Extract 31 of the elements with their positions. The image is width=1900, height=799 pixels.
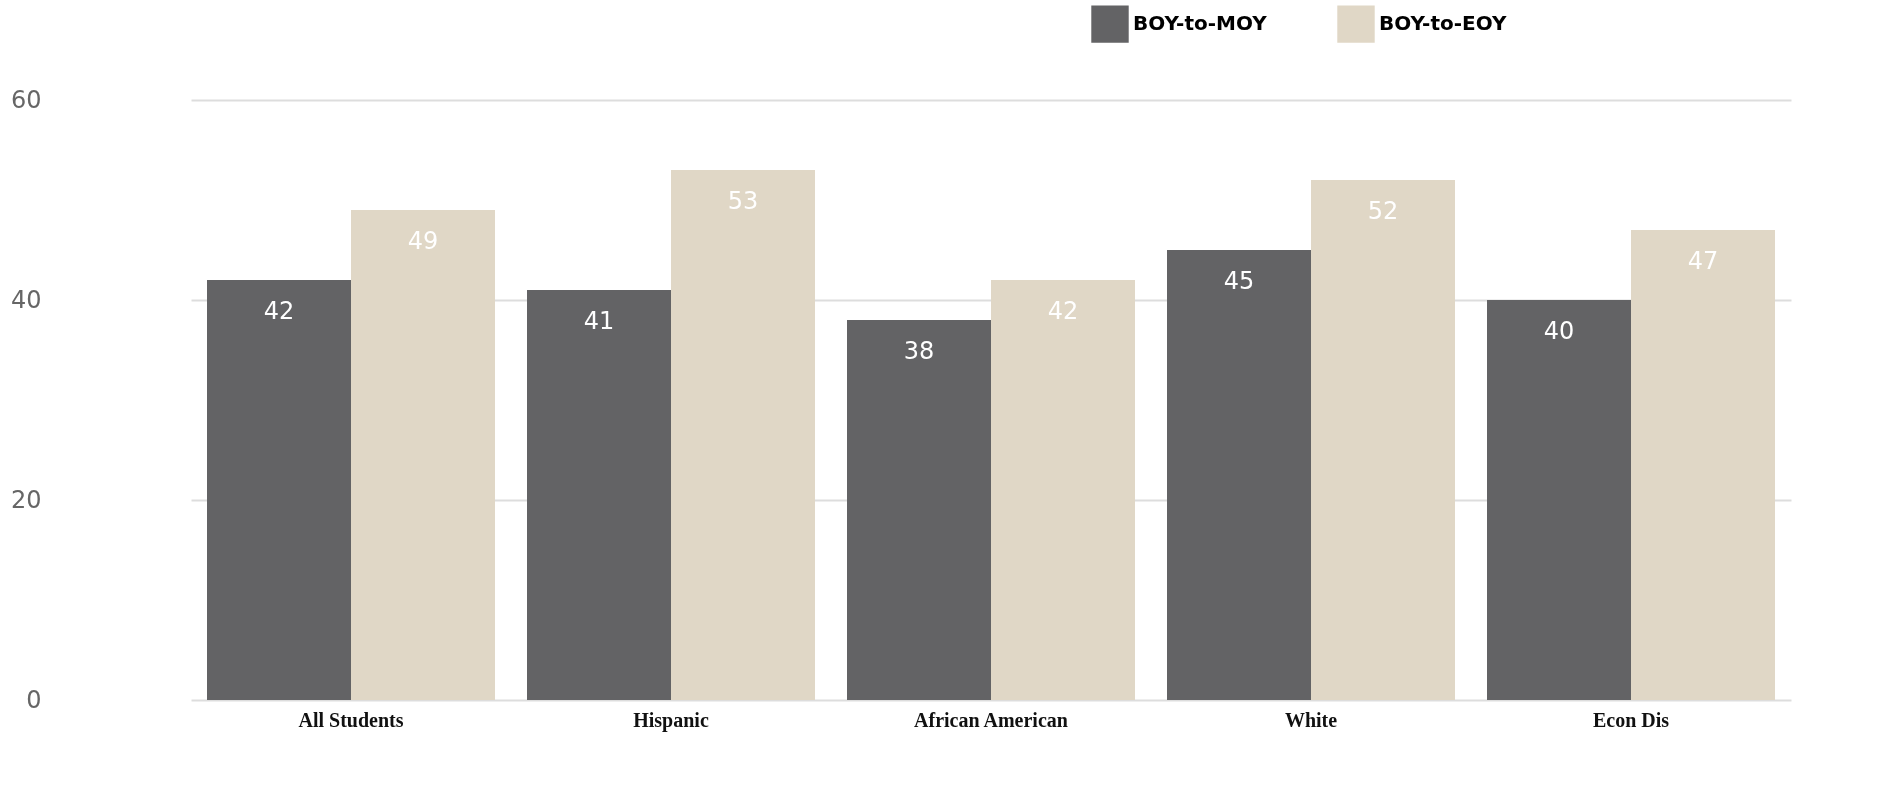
y-tick-label: 60 bbox=[10, 85, 42, 114]
data-label: 38 bbox=[903, 337, 935, 365]
bar bbox=[847, 320, 991, 700]
data-label: 49 bbox=[407, 227, 439, 255]
bar bbox=[1311, 180, 1455, 700]
x-tick-label: All Students bbox=[298, 708, 404, 731]
data-label: 42 bbox=[263, 297, 295, 325]
y-tick-label: 40 bbox=[10, 285, 42, 314]
data-label: 42 bbox=[1047, 297, 1079, 325]
y-tick-label: 20 bbox=[10, 485, 42, 514]
y-tick-label: 0 bbox=[26, 685, 42, 714]
x-tick-label: Hispanic bbox=[633, 708, 709, 732]
x-tick-label: Econ Dis bbox=[1592, 708, 1670, 731]
data-label: 40 bbox=[1543, 317, 1575, 345]
legend-label: BOY-to-EOY bbox=[1379, 11, 1507, 36]
data-label: 52 bbox=[1367, 197, 1399, 225]
bar bbox=[207, 280, 351, 700]
x-tick-label: African American bbox=[914, 708, 1068, 731]
bar bbox=[527, 290, 671, 700]
bar bbox=[351, 210, 495, 700]
bar bbox=[991, 280, 1135, 700]
bar bbox=[1631, 230, 1775, 700]
legend-label: BOY-to-MOY bbox=[1133, 11, 1268, 36]
data-label: 45 bbox=[1223, 267, 1255, 295]
bar bbox=[1167, 250, 1311, 700]
data-label: 41 bbox=[583, 307, 615, 335]
bar bbox=[1487, 300, 1631, 700]
data-label: 47 bbox=[1687, 247, 1719, 275]
data-label: 53 bbox=[727, 187, 759, 215]
x-tick-label: White bbox=[1284, 708, 1338, 731]
bar bbox=[671, 170, 815, 700]
